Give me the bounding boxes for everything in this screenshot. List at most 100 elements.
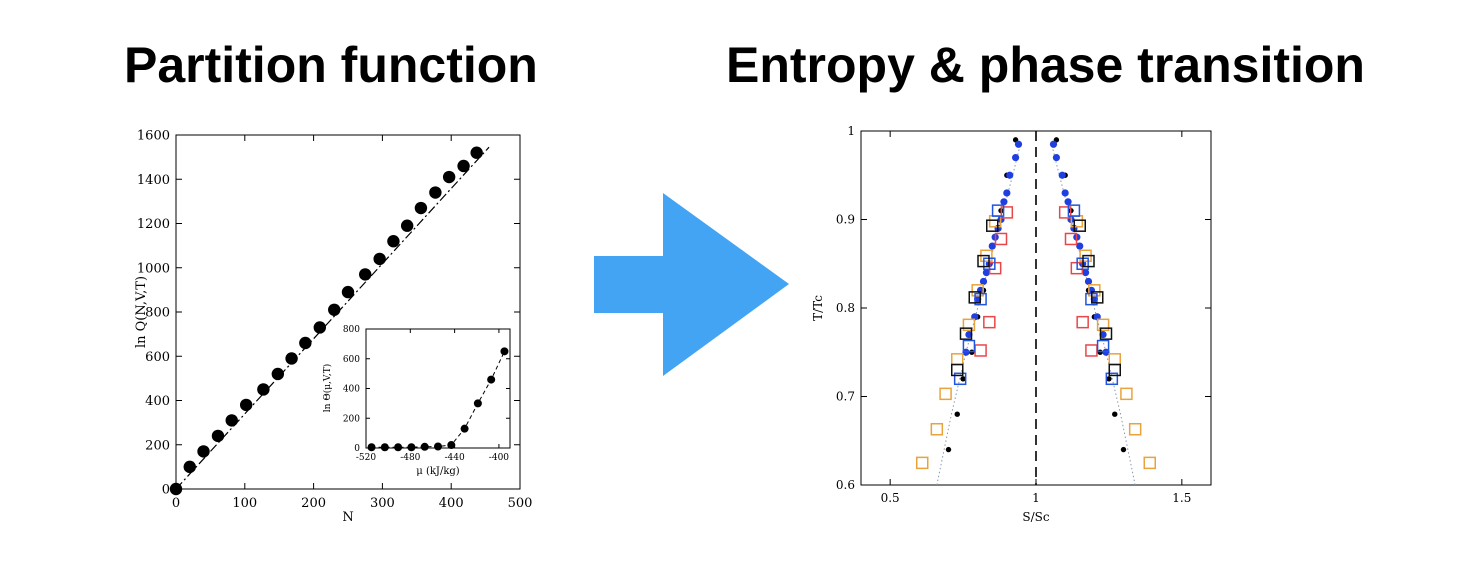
entropy-dot-marker-series-1: [1014, 140, 1023, 148]
partition-fit-line: [175, 146, 490, 490]
entropy-square-marker-series-4: [1096, 339, 1110, 353]
partition-data-point: [414, 201, 428, 215]
entropy-x-tick-label: 1.5: [1172, 491, 1191, 505]
partition-x-tick-label: 200: [301, 496, 326, 511]
partition-y-tick-label: 0: [162, 483, 170, 498]
entropy-y-tick-label: 0.8: [836, 301, 855, 315]
partition-y-tick-label: 800: [145, 306, 170, 321]
inset-data-point: [380, 443, 389, 452]
entropy-square-marker-series-3: [1085, 344, 1098, 357]
partition-data-point: [197, 445, 210, 458]
partition-y-axis-label: ln Q(N,V,T): [134, 276, 149, 348]
entropy-dot-marker-series-1: [1064, 198, 1072, 206]
partition-data-point: [299, 336, 312, 350]
entropy-square-marker-series-2: [1088, 284, 1101, 297]
entropy-dot-marker-series-1: [1003, 189, 1011, 197]
entropy-square-marker-series-2: [939, 387, 952, 401]
entropy-dot-marker-series-1: [974, 295, 982, 303]
partition-x-tick-label: 100: [232, 496, 257, 511]
partition-y-tick-label: 600: [145, 350, 170, 365]
inset-y-tick-label: 0: [354, 444, 360, 454]
inset-x-tick-label: -400: [489, 453, 509, 463]
inset-y-tick-label: 600: [343, 355, 360, 365]
partition-data-point: [387, 235, 400, 248]
partition-data-point: [285, 352, 298, 365]
entropy-square-marker-series-5: [1082, 254, 1095, 268]
entropy-dot-marker-series-1: [1081, 269, 1090, 277]
partition-data-point: [257, 383, 270, 396]
partition-data-point: [359, 268, 372, 281]
entropy-dot-marker-series-1: [1099, 330, 1107, 339]
partition-y-tick-label: 1400: [137, 173, 170, 188]
entropy-dot-marker-series-1: [988, 242, 996, 250]
entropy-dot-marker-series-1: [1052, 153, 1061, 162]
entropy-square-marker-series-3: [1064, 232, 1078, 246]
partition-data-point: [442, 170, 456, 184]
entropy-y-tick-label: 0.9: [836, 213, 855, 227]
entropy-square-marker-series-4: [1067, 204, 1081, 217]
partition-x-tick-label: 400: [439, 496, 464, 511]
entropy-x-axis-label: S/Sc: [1022, 510, 1049, 524]
entropy-square-marker-series-5: [951, 363, 964, 377]
entropy-square-marker-series-2: [971, 284, 984, 297]
entropy-square-marker-series-2: [1096, 318, 1110, 332]
entropy-square-marker-series-4: [953, 372, 967, 386]
partition-inset-chart: -520 -480 -440 -400 0 200 400 600 800 ln Θ(μ,V,T…: [322, 325, 511, 477]
entropy-y-tick-label: 0.6: [836, 478, 855, 492]
partition-data-point: [400, 219, 414, 232]
entropy-square-marker-series-2: [1120, 387, 1133, 401]
partition-data-point: [341, 285, 355, 299]
entropy-square-marker-series-5: [968, 291, 981, 304]
inset-x-tick-label: -480: [400, 453, 420, 463]
entropy-y-axis-label: T/Tc: [811, 295, 825, 321]
inset-data-point: [460, 424, 469, 433]
entropy-dot-marker-series-0: [960, 376, 966, 382]
entropy-dot-marker-series-1: [1084, 277, 1093, 286]
entropy-dot-marker-series-1: [982, 269, 991, 277]
partition-x-tick-label: 0: [172, 496, 180, 511]
entropy-square-marker-series-4: [1105, 372, 1119, 386]
partition-data-point: [457, 159, 470, 173]
entropy-square-marker-series-3: [994, 232, 1008, 246]
heading-entropy-phase-transition: Entropy & phase transition: [726, 37, 1365, 93]
entropy-square-marker-series-5: [977, 254, 990, 268]
partition-y-tick-label: 1200: [137, 217, 170, 232]
partition-data-point: [169, 482, 183, 496]
entropy-square-marker-series-2: [951, 353, 964, 366]
entropy-square-marker-series-3: [983, 315, 996, 329]
partition-data-point: [429, 186, 442, 199]
entropy-square-marker-series-2: [1108, 353, 1121, 366]
entropy-square-marker-series-5: [1091, 291, 1104, 304]
partition-x-tick-label: 500: [508, 496, 533, 511]
partition-data-point: [328, 303, 341, 316]
entropy-square-marker-series-4: [991, 204, 1005, 217]
entropy-square-marker-series-5: [1073, 219, 1086, 232]
inset-data-point: [407, 443, 416, 452]
entropy-dot-marker-series-1: [1076, 242, 1084, 250]
entropy-square-marker-series-3: [974, 344, 987, 357]
partition-data-point: [271, 367, 285, 381]
entropy-square-marker-series-5: [959, 327, 973, 340]
inset-data-point: [473, 399, 482, 408]
partition-data-point: [313, 321, 326, 334]
entropy-square-marker-series-5: [1099, 327, 1113, 340]
entropy-square-marker-series-2: [916, 456, 929, 470]
entropy-square-marker-series-5: [1108, 363, 1121, 377]
entropy-x-tick-label: 0.5: [881, 491, 900, 505]
entropy-y-tick-label: 0.7: [836, 390, 855, 404]
entropy-dot-marker-series-1: [1058, 171, 1066, 179]
entropy-y-tick-label: 1: [847, 124, 855, 138]
inset-y-axis-label: ln Θ(μ,V,T): [322, 364, 333, 412]
partition-data-point: [239, 398, 253, 412]
inset-y-tick-label: 400: [343, 385, 360, 395]
inset-data-point: [500, 347, 509, 356]
entropy-dot-marker-series-0: [1106, 376, 1112, 382]
entropy-dot-marker-series-0: [945, 446, 952, 453]
partition-y-tick-label: 400: [145, 394, 170, 409]
entropy-dot-marker-series-1: [1011, 153, 1020, 162]
entropy-dot-marker-series-0: [954, 411, 960, 417]
partition-data-point: [211, 429, 225, 443]
inset-y-tick-label: 800: [343, 325, 360, 335]
partition-data-point: [225, 414, 238, 427]
